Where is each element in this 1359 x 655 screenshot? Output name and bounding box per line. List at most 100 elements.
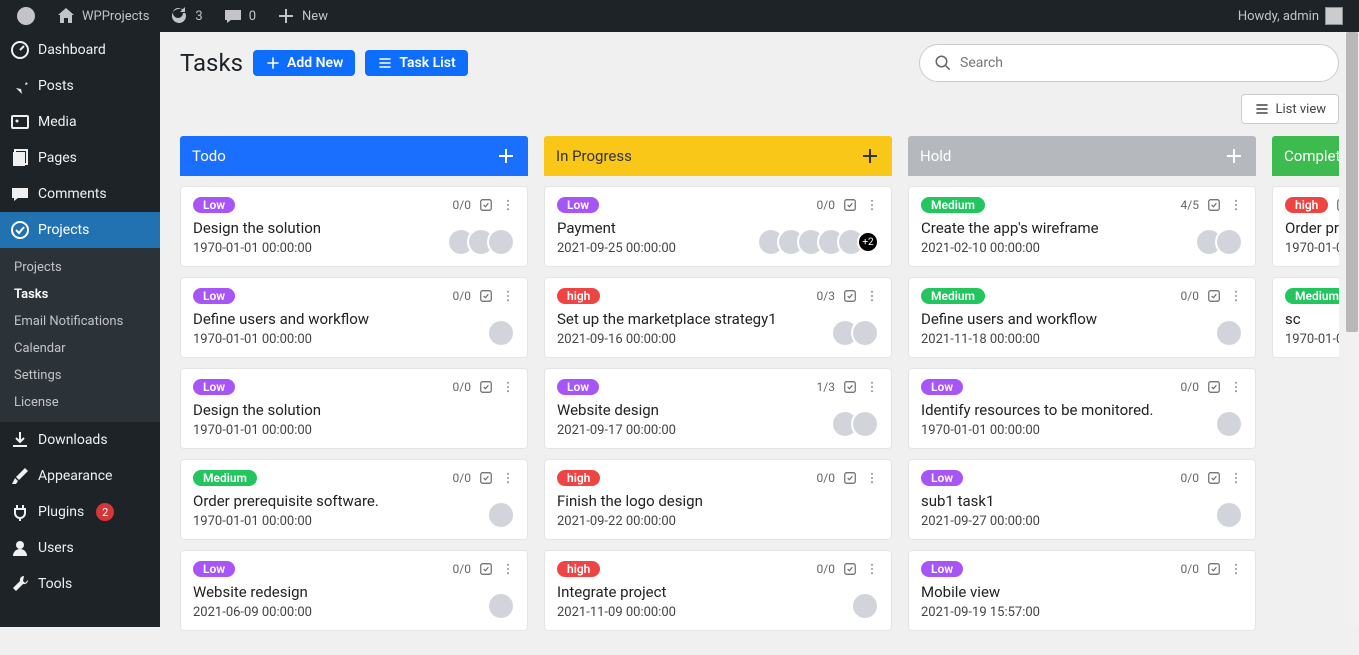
add-new-button[interactable]: Add New [253,50,355,76]
checkbox-icon[interactable] [479,562,493,576]
sidemenu-item-plugins[interactable]: Plugins2 [0,494,160,530]
task-card[interactable]: highOrder pr1970-01-0 [1272,186,1339,267]
sidemenu-item-dashboard[interactable]: Dashboard [0,32,160,68]
list-view-button[interactable]: List view [1241,94,1339,124]
site-name: WPProjects [82,9,149,24]
subtask-ratio: 0/0 [817,471,835,485]
submenu-item-email-notifications[interactable]: Email Notifications [0,308,160,335]
submenu-item-projects[interactable]: Projects [0,254,160,281]
submenu-item-license[interactable]: License [0,389,160,416]
add-card-icon[interactable] [496,146,516,166]
sidemenu-item-tools[interactable]: Tools [0,566,160,602]
card-menu-icon[interactable] [501,562,515,576]
assignees [831,410,879,438]
checkbox-icon[interactable] [1336,198,1339,212]
checkbox-icon[interactable] [843,289,857,303]
checkbox-icon[interactable] [479,198,493,212]
sidemenu-item-media[interactable]: Media [0,104,160,140]
pages-icon [10,148,30,168]
card-menu-icon[interactable] [1229,471,1243,485]
dashboard-icon [10,40,30,60]
sidemenu-item-pages[interactable]: Pages [0,140,160,176]
task-card[interactable]: high0/0Finish the logo design2021-09-22 … [544,459,892,540]
task-card[interactable]: high0/3Set up the marketplace strategy12… [544,277,892,358]
task-card[interactable]: high0/0Integrate project2021-11-09 00:00… [544,550,892,631]
checkbox-icon[interactable] [1207,471,1221,485]
comments-link[interactable]: 0 [215,0,264,32]
priority-badge: Medium [193,470,257,486]
card-menu-icon[interactable] [865,380,879,394]
sidemenu-item-users[interactable]: Users [0,530,160,566]
card-menu-icon[interactable] [865,289,879,303]
card-menu-icon[interactable] [501,380,515,394]
card-menu-icon[interactable] [501,198,515,212]
site-name-link[interactable]: WPProjects [48,0,157,32]
task-card[interactable]: Low0/0Identify resources to be monitored… [908,368,1256,449]
sidemenu-item-downloads[interactable]: Downloads [0,422,160,458]
card-date: 1970-01-0 [1285,241,1339,256]
new-link[interactable]: New [268,0,336,32]
checkbox-icon[interactable] [479,380,493,394]
avatar [1215,501,1243,529]
subtask-ratio: 0/0 [453,562,471,576]
account-link[interactable]: Howdy, admin [1230,0,1351,32]
task-card[interactable]: Low0/0sub1 task12021-09-27 00:00:00 [908,459,1256,540]
task-card[interactable]: Low0/0Define users and workflow1970-01-0… [180,277,528,358]
checkbox-icon[interactable] [843,471,857,485]
card-date: 2021-09-22 00:00:00 [557,514,879,529]
card-menu-icon[interactable] [865,562,879,576]
priority-badge: Low [193,379,235,395]
card-menu-icon[interactable] [1229,380,1243,394]
sidemenu-item-comments[interactable]: Comments [0,176,160,212]
task-card[interactable]: Low0/0Website redesign2021-06-09 00:00:0… [180,550,528,631]
add-card-icon[interactable] [1224,146,1244,166]
brush-icon [10,466,30,486]
card-menu-icon[interactable] [501,289,515,303]
subtask-ratio: 0/0 [453,198,471,212]
card-menu-icon[interactable] [1229,289,1243,303]
submenu-item-settings[interactable]: Settings [0,362,160,389]
priority-badge: Medium [921,288,985,304]
task-card[interactable]: Medium0/0Define users and workflow2021-1… [908,277,1256,358]
sidemenu-item-appearance[interactable]: Appearance [0,458,160,494]
scrollbar[interactable] [1345,32,1359,627]
assignees [487,501,515,529]
task-card[interactable]: Medium0/0Order prerequisite software.197… [180,459,528,540]
submenu-item-calendar[interactable]: Calendar [0,335,160,362]
submenu-item-tasks[interactable]: Tasks [0,281,160,308]
sidemenu-item-posts[interactable]: Posts [0,68,160,104]
checkbox-icon[interactable] [1207,198,1221,212]
task-card[interactable]: Low0/0Mobile view2021-09-19 15:57:00 [908,550,1256,631]
priority-badge: high [557,470,600,486]
card-menu-icon[interactable] [1229,198,1243,212]
task-card[interactable]: Low1/3Website design2021-09-17 00:00:00 [544,368,892,449]
card-menu-icon[interactable] [1229,562,1243,576]
card-menu-icon[interactable] [865,471,879,485]
checkbox-icon[interactable] [479,289,493,303]
card-date: 1970-01-01 00:00:00 [193,514,515,529]
card-title: Order pr [1285,219,1339,237]
task-card[interactable]: Medium4/5Create the app's wireframe2021-… [908,186,1256,267]
checkbox-icon[interactable] [1207,289,1221,303]
main-content: Tasks Add New Task List List view TodoLo… [160,32,1359,655]
card-menu-icon[interactable] [865,198,879,212]
wp-logo[interactable] [8,0,44,32]
checkbox-icon[interactable] [843,198,857,212]
avatar [1215,410,1243,438]
add-card-icon[interactable] [860,146,880,166]
updates-link[interactable]: 3 [161,0,210,32]
checkbox-icon[interactable] [843,380,857,394]
checkbox-icon[interactable] [1207,562,1221,576]
checkbox-icon[interactable] [479,471,493,485]
search-input[interactable] [960,55,1324,71]
task-card[interactable]: Low0/0Design the solution1970-01-01 00:0… [180,368,528,449]
card-menu-icon[interactable] [501,471,515,485]
task-card[interactable]: Low0/0Payment2021-09-25 00:00:00+2 [544,186,892,267]
checkbox-icon[interactable] [843,562,857,576]
card-date: 1970-01-0 [1285,332,1339,347]
sidemenu-item-projects[interactable]: Projects [0,212,160,248]
task-card[interactable]: Low0/0Design the solution1970-01-01 00:0… [180,186,528,267]
checkbox-icon[interactable] [1207,380,1221,394]
task-card[interactable]: Mediumsc1970-01-0 [1272,277,1339,358]
task-list-button[interactable]: Task List [365,50,467,76]
